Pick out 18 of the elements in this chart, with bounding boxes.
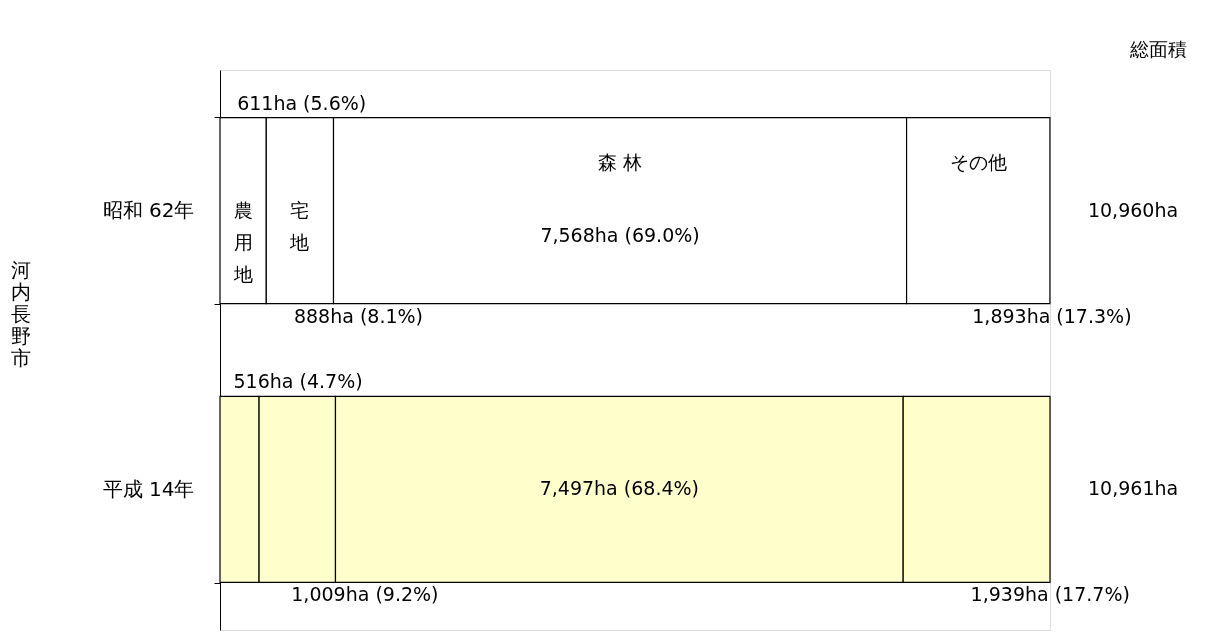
series-label: 森 林	[598, 150, 643, 173]
total-label: 10,960ha	[1087, 198, 1179, 221]
text: 総面積	[1129, 37, 1187, 60]
data-label: 611ha (5.6%)	[237, 91, 367, 114]
data-label: 7,568ha (69.0%)	[540, 223, 700, 246]
data-label: 516ha (4.7%)	[233, 370, 363, 393]
y-tick-label: 昭和 62年	[102, 198, 195, 223]
data-label: 7,497ha (68.4%)	[539, 477, 699, 500]
total-label: 10,961ha	[1088, 477, 1179, 500]
series-label: 農用地	[232, 198, 253, 285]
data-label: 1,009ha (9.2%)	[291, 583, 439, 606]
data-label: 1,939ha (17.7%)	[970, 583, 1130, 606]
series-label: その他	[949, 150, 1007, 173]
data-label: 888ha (8.1%)	[293, 304, 423, 327]
y-tick-label: 平成 14年	[102, 476, 195, 501]
y-axis-title: 河内長野市	[10, 257, 31, 370]
data-label: 1,893ha (17.3%)	[972, 304, 1132, 327]
series-label: 宅地	[289, 198, 310, 253]
